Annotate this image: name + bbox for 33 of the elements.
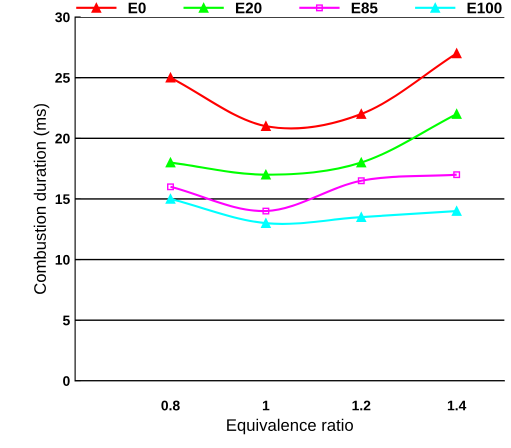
y-tick-label: 10 [56, 254, 70, 265]
point [452, 109, 462, 119]
x-tick-label: 0.8 [161, 400, 180, 410]
point [356, 109, 366, 119]
y-tick-label: 30 [55, 12, 70, 22]
point [356, 212, 366, 222]
point [452, 206, 462, 216]
x-tick-label: 1 [262, 400, 270, 410]
legend-label: E100 [468, 2, 502, 14]
y-tick-label: 5 [62, 316, 70, 326]
y-tick-label: 20 [55, 134, 70, 144]
x-tick-label: 1.2 [352, 400, 370, 410]
legend-label: E0 [128, 2, 146, 14]
point [453, 171, 460, 178]
point [167, 183, 174, 190]
y-tick-label: 15 [56, 194, 70, 204]
legend-label: E85 [352, 2, 378, 14]
point [262, 208, 270, 215]
point [452, 48, 462, 58]
x-axis-title: Equivalence ratio [227, 418, 353, 434]
point [261, 218, 271, 228]
y-axis-title: Combustion duration (ms) [34, 104, 50, 294]
point [261, 121, 271, 132]
point [356, 158, 366, 168]
y-tick-label: 25 [55, 72, 70, 83]
y-tick-label: 0 [63, 376, 70, 386]
point [166, 158, 176, 168]
point [166, 194, 176, 204]
point [261, 170, 271, 180]
legend-label: E20 [236, 2, 262, 14]
x-tick-label: 1.4 [448, 400, 466, 410]
point [358, 177, 365, 184]
point [166, 72, 176, 83]
